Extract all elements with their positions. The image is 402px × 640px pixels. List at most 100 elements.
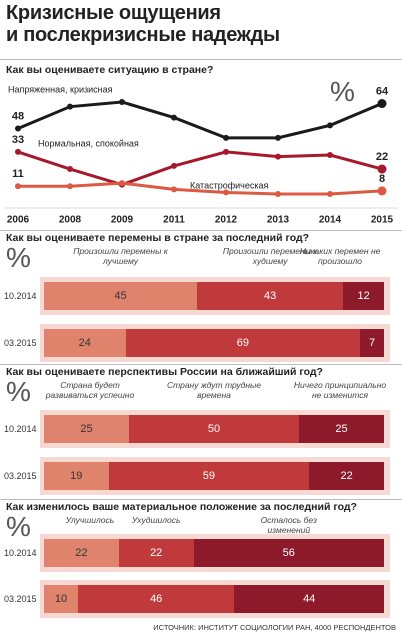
bar-segment: 50 (129, 415, 299, 443)
value-label: 12 (357, 290, 370, 302)
data-label: 48 (12, 110, 24, 122)
value-label: 24 (78, 337, 91, 349)
series-header: Никаких перемен не произошло (299, 246, 381, 266)
series-label: Напряженная, кризисная (8, 84, 113, 94)
value-label: 46 (150, 593, 163, 605)
question: Как вы оцениваете перемены в стране за п… (6, 232, 310, 244)
data-label: 22 (376, 151, 388, 163)
value-label: 22 (75, 547, 88, 559)
point (15, 183, 21, 190)
series-header: Ничего принципиально не изменится (293, 380, 387, 400)
bar-segment: 59 (108, 462, 310, 490)
value-label: 7 (369, 337, 376, 349)
value-label: 22 (340, 470, 353, 482)
unit-symbol: % (330, 76, 355, 107)
bar-segment: 22 (118, 539, 194, 567)
point (223, 134, 229, 141)
x-tick-label: 2011 (163, 215, 185, 226)
value-label: 43 (263, 290, 277, 302)
line-chart: 2006 2008 2009 2011 2012 2013 2014 2015 Напряжен… (4, 84, 398, 226)
data-label: 8 (379, 173, 385, 185)
point (15, 125, 21, 132)
question: Как изменилось ваше материальное положен… (6, 501, 357, 513)
point (67, 103, 73, 110)
x-tick-label: 2008 (59, 215, 82, 226)
point (119, 99, 125, 105)
row-label: 03.2015 (4, 338, 37, 348)
line (18, 181, 383, 196)
series-label: Катастрофическая (190, 180, 268, 190)
point (171, 186, 177, 193)
x-tick-label: 2012 (215, 215, 238, 226)
value-label: 69 (236, 337, 250, 349)
point (223, 148, 229, 155)
row-label: 03.2015 (4, 594, 37, 604)
series-header: Страна будет развиваться успешно (45, 380, 135, 400)
point (171, 114, 177, 121)
x-tick-label: 2013 (267, 215, 290, 226)
value-label: 22 (150, 547, 163, 559)
value-label: 44 (303, 593, 316, 605)
unit-symbol: % (6, 511, 31, 542)
bar-segment: 45 (44, 282, 197, 310)
row-label: 10.2014 (4, 291, 37, 301)
bar-segment: 43 (197, 282, 344, 310)
value-label: 45 (114, 290, 127, 302)
rule (0, 364, 402, 365)
x-tick-label: 2014 (319, 215, 342, 226)
x-tick-label: 2015 (371, 215, 394, 226)
value-label: 50 (207, 423, 221, 435)
bar-segment: 10 (44, 585, 78, 613)
title-line: и послекризисные надежды (6, 24, 280, 46)
value-label: 25 (80, 423, 93, 435)
bar-segment: 12 (343, 282, 384, 310)
point (377, 99, 387, 109)
bar-segment: 22 (44, 539, 119, 567)
value-label: 59 (202, 470, 216, 482)
bar-segment: 7 (360, 329, 384, 357)
point (327, 152, 333, 159)
series-header: Произошли перемены к худшему (222, 246, 318, 266)
rule (0, 499, 402, 500)
value-label: 19 (70, 470, 83, 482)
source: ИСТОЧНИК: ИНСТИТУТ СОЦИОЛОГИИ РАН, 4000 … (153, 623, 396, 632)
unit-symbol: % (6, 376, 31, 407)
divider (0, 59, 402, 60)
title-line: Кризисные ощущения (6, 2, 221, 24)
point (119, 180, 125, 187)
question: Как вы оцениваете перспективы России на … (6, 366, 323, 378)
bar-segment: 69 (125, 329, 361, 357)
point (67, 183, 73, 190)
line (17, 150, 383, 187)
bar-segment: 44 (234, 585, 384, 613)
point (171, 162, 177, 169)
bar-segment: 46 (78, 585, 235, 613)
series-header: Ухудшилось (131, 515, 181, 525)
point (275, 134, 281, 141)
row-label: 10.2014 (4, 424, 37, 434)
series-header: Страну ждут трудные времена (166, 380, 262, 400)
bar-segment: 56 (193, 539, 384, 567)
data-label: 64 (376, 85, 389, 97)
rule (0, 230, 402, 231)
x-tick-label: 2006 (7, 215, 30, 226)
point (15, 148, 21, 155)
point (67, 166, 73, 173)
bar-segment: 25 (44, 415, 129, 443)
point (327, 191, 333, 197)
series-label: Нормальная, спокойная (38, 138, 139, 148)
series-header: Произошли перемены к лучшему (73, 246, 168, 266)
point (275, 153, 281, 160)
point (377, 164, 387, 174)
line (17, 100, 383, 140)
data-label: 33 (12, 134, 24, 146)
value-label: 10 (54, 593, 68, 605)
point (275, 191, 281, 197)
series-header: Осталось без изменений (260, 515, 318, 535)
point (377, 186, 387, 196)
point (223, 189, 229, 196)
bar-segment: 25 (299, 415, 384, 443)
x-tick-label: 2009 (111, 215, 134, 226)
row-label: 10.2014 (4, 548, 37, 558)
